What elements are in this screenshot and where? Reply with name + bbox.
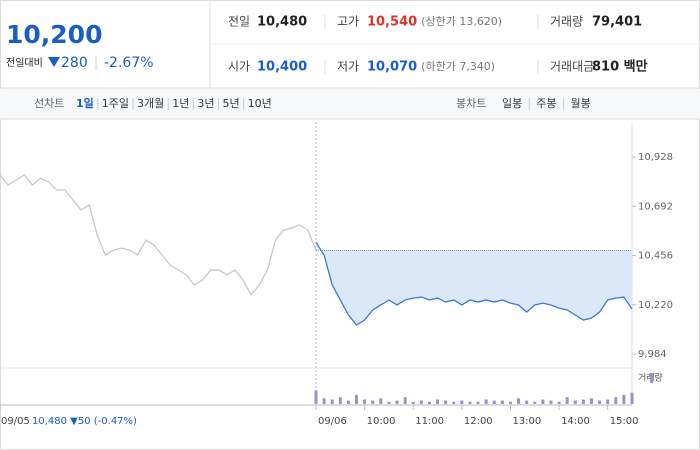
- volume-bar: [468, 401, 472, 404]
- stat-label: 저가: [337, 60, 359, 74]
- tab[interactable]: 10년: [248, 97, 272, 110]
- volume-bar: [500, 400, 504, 404]
- volume-bar: [476, 401, 480, 404]
- volume-bar: [492, 400, 496, 404]
- volume-bar: [508, 401, 512, 404]
- annotation: 10,480 ▼50 (-0.47%): [32, 416, 137, 427]
- stat-note: (하한가 7,340): [421, 59, 495, 73]
- x-tick-label: 09/06: [318, 416, 347, 427]
- volume-bar: [338, 397, 342, 404]
- volume-bar: [630, 392, 634, 404]
- volume-bar: [436, 399, 440, 404]
- tab[interactable]: 1일: [76, 96, 94, 110]
- x-tick-label: 12:00: [464, 416, 493, 427]
- tab-group-label: 선차트: [34, 97, 64, 110]
- volume-bar: [484, 399, 488, 404]
- change-pct: -2.67%: [104, 55, 154, 71]
- tab[interactable]: 5년: [223, 97, 240, 110]
- volume-bar: [444, 400, 448, 404]
- stat-label: 시가: [228, 60, 250, 74]
- y-tick-label: 10,456: [638, 251, 673, 262]
- volume-bar: [387, 401, 391, 404]
- volume-bar: [395, 400, 399, 404]
- volume-bar: [411, 401, 415, 404]
- y-tick-label: 10,692: [638, 201, 673, 212]
- stat-value: 79,401: [592, 15, 642, 30]
- volume-bar: [419, 400, 423, 404]
- area-fill: [316, 242, 632, 326]
- volume-bar: [606, 399, 610, 404]
- x-tick-label: 09/05: [1, 416, 30, 427]
- price-line: [315, 241, 633, 326]
- volume-bar: [517, 398, 521, 404]
- stat-note: (상한가 13,620): [421, 15, 502, 28]
- volume-bar: [346, 400, 350, 404]
- volume-bar: [581, 399, 585, 404]
- stat-value: 10,400: [257, 60, 307, 75]
- change: 280: [61, 55, 88, 71]
- x-tick-label: 10:00: [367, 416, 396, 427]
- volume-bar: [589, 398, 593, 404]
- y-tick-label: 9,984: [638, 349, 667, 360]
- x-tick-label: 13:00: [512, 416, 541, 427]
- tab[interactable]: 3개월: [137, 97, 164, 110]
- volume-bar: [557, 401, 561, 404]
- volume-bar: [565, 397, 569, 404]
- stat-label: 거래량: [550, 15, 583, 29]
- volume-bar: [355, 394, 359, 404]
- stat-value: 10,480: [257, 15, 307, 30]
- tab[interactable]: 3년: [197, 97, 214, 110]
- x-tick-label: 14:00: [561, 416, 590, 427]
- stat-value: 10,070: [367, 60, 417, 75]
- tab[interactable]: 일봉: [502, 96, 522, 110]
- volume-bar: [460, 400, 464, 404]
- volume-bar: [330, 399, 334, 404]
- tab[interactable]: 1년: [172, 97, 189, 110]
- tab[interactable]: 주봉: [536, 97, 556, 110]
- down-arrow: [48, 57, 60, 67]
- stat-value: 10,540: [367, 15, 417, 30]
- volume-legend-swatch: [650, 373, 653, 383]
- volume-bar: [371, 400, 375, 404]
- x-tick-label: 15:00: [610, 416, 639, 427]
- change-label: 전일대비: [6, 57, 43, 69]
- tab[interactable]: 월봉: [571, 97, 591, 110]
- volume-bar: [573, 400, 577, 404]
- price-line: [0, 174, 317, 297]
- stat-value: 810 백만: [592, 59, 648, 75]
- volume-bar: [403, 397, 407, 404]
- volume-bar: [525, 400, 529, 404]
- volume-bar: [622, 394, 626, 404]
- volume-bar: [322, 398, 326, 404]
- stat-label: 전일: [228, 15, 250, 29]
- stat-label: 고가: [337, 15, 359, 29]
- volume-bar: [363, 399, 367, 404]
- volume-bar: [541, 399, 545, 404]
- y-tick-label: 10,220: [638, 300, 673, 311]
- volume-bar: [614, 397, 618, 404]
- volume-bar: [533, 401, 537, 404]
- volume-bar: [379, 398, 383, 404]
- volume-bar: [452, 401, 456, 404]
- tab[interactable]: 1주일: [102, 96, 129, 110]
- stat-label: 거래대금: [550, 60, 594, 74]
- x-tick-label: 11:00: [415, 416, 444, 427]
- tab-bar: [0, 89, 700, 119]
- volume-bar: [314, 390, 318, 404]
- tab-group-label: 봉차트: [456, 97, 486, 110]
- volume-bar: [427, 401, 431, 404]
- price: 10,200: [6, 20, 102, 49]
- volume-bar: [549, 400, 553, 404]
- y-tick-label: 10,928: [638, 152, 673, 163]
- volume-bar: [598, 400, 602, 404]
